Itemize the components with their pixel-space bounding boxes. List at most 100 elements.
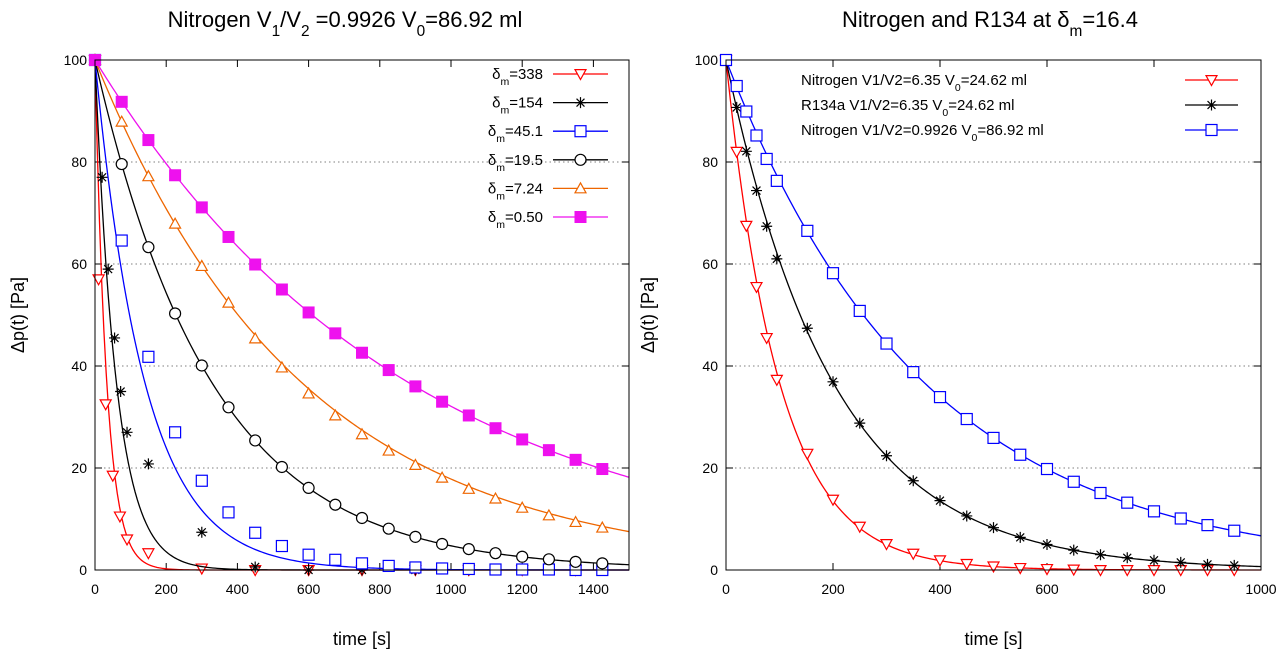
data-point bbox=[222, 506, 235, 519]
data-point bbox=[906, 548, 920, 561]
chart-2: 0 200 400 600 800 1000 0 20 40 60 80 100 Nitrogen V1… bbox=[638, 7, 1277, 649]
data-point bbox=[409, 561, 422, 574]
data-point bbox=[569, 555, 582, 568]
data-point bbox=[542, 553, 556, 566]
x-tick-label: 0 bbox=[91, 581, 99, 597]
y-tick-label: 20 bbox=[702, 460, 718, 476]
data-point bbox=[853, 304, 866, 318]
data-point bbox=[740, 145, 752, 157]
data-point bbox=[987, 431, 1000, 445]
series-2 bbox=[720, 54, 1262, 571]
data-point bbox=[102, 263, 114, 275]
data-point bbox=[1175, 556, 1187, 568]
data-point bbox=[516, 433, 529, 446]
data-point bbox=[489, 563, 502, 576]
x-tick-label: 200 bbox=[821, 581, 845, 597]
legend-label: δm=45.1 bbox=[488, 123, 543, 145]
data-point bbox=[1202, 558, 1213, 570]
legend-label-part: m bbox=[500, 105, 509, 117]
data-point bbox=[142, 241, 155, 254]
data-point bbox=[1174, 512, 1187, 525]
data-point bbox=[960, 412, 973, 426]
legend-swatch-marker bbox=[1205, 123, 1218, 137]
x-tick-label: 1200 bbox=[507, 581, 538, 597]
legend-label-part: m bbox=[496, 219, 505, 231]
legend-label: δm=19.5 bbox=[488, 152, 543, 174]
data-point bbox=[329, 327, 342, 340]
legend-swatch-marker bbox=[575, 97, 586, 109]
data-point bbox=[222, 401, 235, 414]
data-point bbox=[740, 105, 753, 118]
data-point bbox=[1147, 505, 1161, 518]
data-point bbox=[730, 79, 743, 93]
data-point bbox=[1148, 554, 1160, 566]
data-point bbox=[115, 386, 127, 397]
data-point bbox=[302, 481, 315, 494]
data-point bbox=[569, 515, 583, 528]
y-tick-label: 80 bbox=[702, 154, 718, 170]
data-point bbox=[750, 185, 762, 197]
data-point bbox=[113, 511, 127, 524]
data-point bbox=[933, 555, 947, 568]
data-point bbox=[761, 220, 773, 232]
chart-title-part: m bbox=[1070, 23, 1083, 40]
data-point bbox=[879, 538, 894, 551]
data-point bbox=[462, 542, 475, 556]
y-tick-label: 40 bbox=[71, 358, 87, 374]
data-point bbox=[302, 306, 315, 319]
y-tick-label: 20 bbox=[71, 460, 87, 476]
legend-swatch-marker bbox=[574, 125, 587, 138]
data-point bbox=[1094, 486, 1107, 500]
data-point bbox=[739, 220, 753, 233]
legend-label-part: =338 bbox=[509, 66, 543, 83]
data-point bbox=[800, 448, 814, 461]
data-point bbox=[827, 376, 839, 388]
series-line bbox=[94, 59, 630, 533]
chart-title-part: Nitrogen and R134 at δ bbox=[842, 7, 1070, 32]
chart-title-part: 0 bbox=[417, 23, 426, 40]
data-point bbox=[542, 444, 555, 457]
data-point bbox=[907, 366, 920, 379]
legend-label-part: =7.24 bbox=[505, 180, 543, 197]
data-point bbox=[141, 548, 155, 560]
data-point bbox=[249, 561, 261, 573]
y-tick-label: 80 bbox=[71, 154, 87, 170]
data-point bbox=[249, 526, 262, 539]
legend-swatch-marker bbox=[574, 211, 587, 223]
legend-label-part: R134a V1/V2=6.35 V bbox=[801, 97, 942, 114]
data-point bbox=[596, 557, 609, 570]
data-point bbox=[760, 152, 773, 166]
plot-frame bbox=[725, 59, 1262, 571]
data-point bbox=[1120, 564, 1134, 577]
chart-1: 0 200 400 600 800 1000 1200 1400020406080100δm=… bbox=[8, 7, 630, 649]
data-point bbox=[961, 510, 973, 522]
data-point bbox=[1228, 559, 1240, 571]
legend-label: Nitrogen V1/V2=0.9926 V0=86.92 ml bbox=[801, 122, 1044, 144]
legend-label-part: m bbox=[496, 190, 505, 202]
data-point bbox=[1041, 539, 1053, 550]
data-point bbox=[169, 426, 182, 439]
data-point bbox=[356, 346, 368, 359]
data-point bbox=[99, 399, 113, 411]
data-point bbox=[462, 409, 475, 422]
data-point bbox=[595, 520, 609, 533]
data-point bbox=[960, 558, 974, 571]
data-point bbox=[596, 463, 609, 476]
data-point bbox=[853, 521, 867, 534]
data-point bbox=[760, 332, 774, 345]
series-3 bbox=[719, 53, 1262, 537]
legend-label-part: m bbox=[500, 76, 509, 88]
data-point bbox=[329, 498, 342, 511]
data-point bbox=[1014, 448, 1027, 461]
chart-title-part: /V bbox=[280, 7, 301, 32]
data-point bbox=[195, 201, 208, 214]
chart-title-part: =16.4 bbox=[1082, 7, 1138, 32]
legend-label-part: m bbox=[496, 162, 505, 174]
y-tick-label: 40 bbox=[702, 358, 718, 374]
data-point bbox=[302, 386, 316, 399]
data-point bbox=[515, 501, 529, 513]
legend-label-part: =19.5 bbox=[505, 152, 543, 169]
data-point bbox=[195, 259, 209, 272]
